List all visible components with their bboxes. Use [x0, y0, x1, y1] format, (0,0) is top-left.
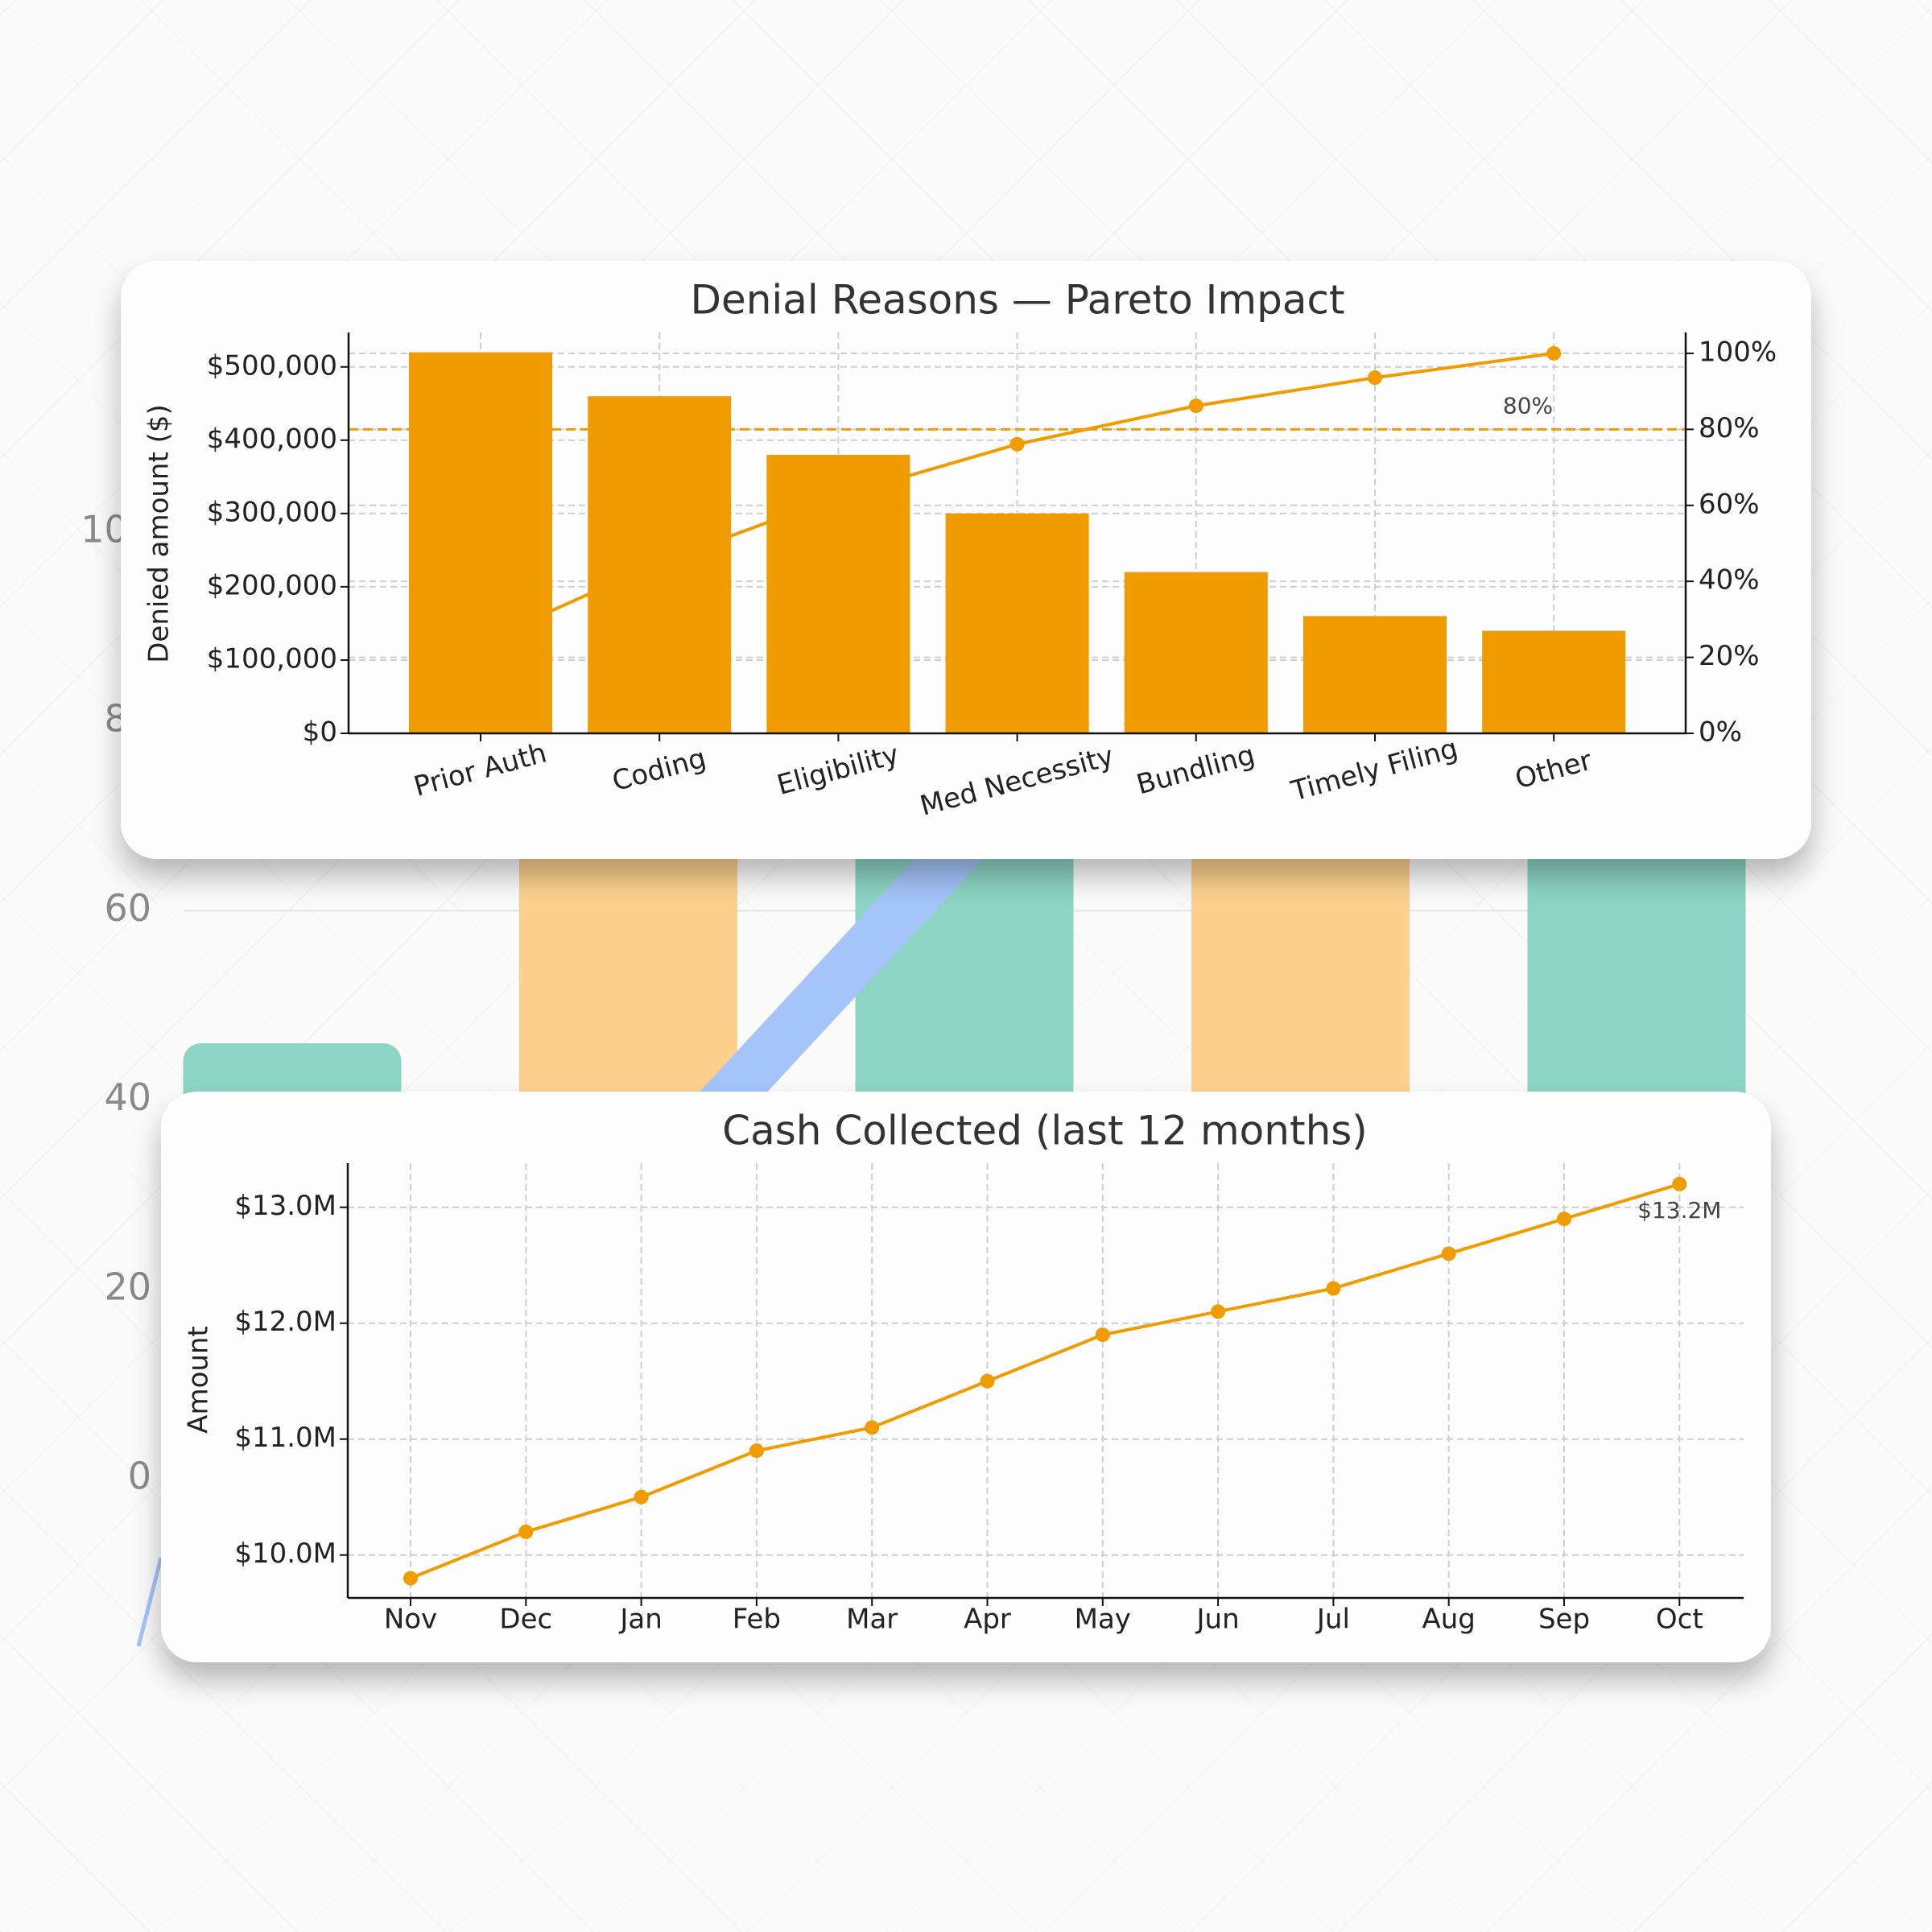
threshold-label: 80% [1503, 392, 1553, 419]
bar [588, 396, 732, 733]
y-tick-label: $200,000 [207, 569, 337, 601]
cumulative-point [1546, 345, 1562, 361]
x-tick-label: Apr [964, 1604, 1011, 1636]
x-tick-label: Aug [1422, 1604, 1476, 1636]
line-point [1441, 1246, 1456, 1261]
y-tick-label: $12.0M [234, 1306, 336, 1338]
cumulative-point [1368, 370, 1382, 386]
x-tick-label: Oct [1656, 1604, 1703, 1636]
line-point [749, 1443, 764, 1459]
x-tick-label: Sep [1538, 1604, 1590, 1636]
y2-tick-label: 0% [1699, 716, 1742, 749]
y2-tick-label: 100% [1699, 336, 1777, 368]
bar [409, 352, 552, 733]
line-point [1672, 1176, 1687, 1191]
line-chart: Cash Collected (last 12 months) Amount N… [183, 1108, 1744, 1636]
chart-title: Denial Reasons — Pareto Impact [690, 277, 1344, 324]
y-tick-label: 20 [104, 1265, 151, 1308]
y-tick-label: 60 [104, 886, 151, 930]
y-tick-label: $11.0M [234, 1422, 336, 1454]
bar [766, 455, 910, 733]
line-series [410, 1183, 1680, 1580]
y2-tick-label: 40% [1699, 564, 1760, 597]
x-tick-label: Jul [1315, 1604, 1350, 1636]
bar [1303, 616, 1447, 733]
y2-tick-label: 80% [1699, 412, 1760, 444]
y-tick-label: 0 [128, 1455, 151, 1498]
line-point [634, 1489, 649, 1505]
background-stripe [136, 1557, 163, 1647]
y-tick-label: $100,000 [207, 642, 337, 675]
line-point [1557, 1212, 1571, 1227]
line-point [1211, 1304, 1226, 1319]
y2-tick-label: 60% [1699, 488, 1760, 520]
card [161, 1092, 1771, 1662]
x-tick-label: Nov [384, 1604, 437, 1636]
bar [1124, 572, 1268, 733]
line-point [980, 1373, 995, 1389]
data-label: $13.2M [1637, 1197, 1721, 1224]
y-tick-label: $10.0M [234, 1538, 336, 1570]
y-axis-label: Amount [183, 1326, 215, 1434]
chart-title: Cash Collected (last 12 months) [722, 1108, 1368, 1154]
line-point [1326, 1281, 1341, 1296]
bar [1482, 630, 1626, 733]
cumulative-point [1009, 436, 1025, 452]
y-tick-label: $13.0M [234, 1190, 336, 1222]
x-tick-label: Jun [1195, 1604, 1240, 1636]
y-tick-label: $0 [303, 716, 337, 749]
bar [945, 513, 1089, 733]
y-tick-label: $500,000 [207, 349, 337, 382]
x-tick-label: Dec [499, 1604, 552, 1636]
x-tick-label: May [1075, 1604, 1131, 1636]
line-point [1095, 1327, 1110, 1343]
y-tick-label: $400,000 [207, 423, 337, 455]
y-tick-label: 40 [104, 1075, 151, 1119]
y2-tick-label: 20% [1699, 640, 1760, 672]
line-point [865, 1420, 880, 1435]
cumulative-point [1188, 398, 1203, 414]
line-point [518, 1524, 534, 1539]
x-tick-label: Jan [618, 1604, 662, 1636]
line-point [403, 1571, 418, 1586]
y-axis-label: Denied amount ($) [143, 404, 175, 663]
x-tick-label: Feb [733, 1604, 781, 1636]
x-tick-label: Mar [846, 1604, 898, 1636]
y-tick-label: $300,000 [207, 496, 337, 528]
